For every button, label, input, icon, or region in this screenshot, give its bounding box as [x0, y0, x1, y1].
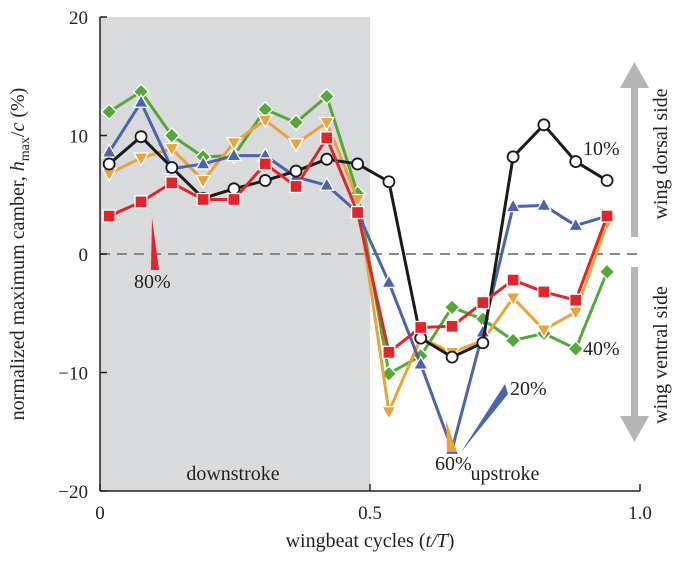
x-axis-label: wingbeat cycles (t/T)	[286, 530, 455, 552]
data-point	[535, 196, 552, 212]
data-point	[287, 138, 305, 153]
data-point	[134, 130, 148, 144]
y-tick-label: 20	[69, 8, 88, 29]
data-point	[569, 293, 583, 307]
data-point	[351, 157, 364, 171]
data-point	[196, 192, 210, 207]
series-label-10: 10%	[583, 138, 620, 160]
data-point	[412, 355, 429, 370]
data-point	[476, 336, 490, 350]
x-tick-label: 0	[95, 503, 105, 524]
ventral-side-label: wing ventral side	[650, 286, 672, 424]
label-pointer-80	[151, 218, 159, 270]
y-axis-label: normalized maximum camber, hmax/c (%)	[7, 88, 33, 421]
data-point	[504, 292, 522, 307]
data-point	[382, 175, 396, 189]
series-label-40: 40%	[583, 338, 620, 360]
data-point	[257, 114, 274, 129]
data-point	[504, 332, 522, 349]
x-tick-label: 1.0	[628, 503, 652, 524]
data-point	[258, 157, 272, 171]
data-point	[102, 209, 116, 223]
data-point	[535, 324, 552, 339]
data-point	[101, 143, 118, 158]
data-point	[567, 216, 584, 232]
data-point	[567, 340, 585, 358]
x-tick-label: 0.5	[358, 503, 382, 524]
series-label-60: 60%	[435, 453, 472, 475]
data-point	[165, 176, 179, 190]
data-point	[320, 131, 334, 145]
data-point	[414, 320, 428, 335]
data-point	[569, 155, 583, 168]
y-tick-label: 10	[69, 127, 88, 148]
data-point	[320, 152, 334, 166]
data-point	[225, 146, 243, 162]
data-point	[165, 161, 179, 174]
dorsal-arrow-icon	[620, 62, 649, 237]
data-point	[132, 152, 150, 167]
y-tick-label: 0	[79, 245, 89, 266]
data-point	[289, 179, 303, 194]
data-point	[134, 195, 148, 209]
data-point	[598, 263, 616, 281]
data-point	[506, 273, 520, 287]
data-point	[476, 295, 490, 310]
data-point	[258, 174, 272, 187]
series-label-20: 20%	[510, 378, 547, 400]
data-point	[195, 155, 212, 170]
ventral-arrow-icon	[620, 267, 649, 442]
data-point	[227, 192, 241, 207]
data-point	[443, 298, 461, 316]
data-point	[195, 174, 212, 190]
data-point	[600, 209, 614, 223]
label-pointer-20	[461, 384, 508, 452]
data-point	[318, 87, 336, 105]
data-point	[504, 197, 522, 213]
data-point	[318, 176, 335, 191]
series-80-percent	[102, 131, 614, 360]
data-point	[445, 319, 459, 333]
series-label-80: 80%	[134, 271, 171, 293]
data-point	[506, 150, 520, 164]
data-point	[318, 116, 335, 132]
data-point	[287, 114, 305, 131]
dorsal-side-label: wing dorsal side	[650, 88, 672, 219]
data-point	[567, 306, 584, 321]
data-point	[382, 345, 396, 360]
y-tick-label: −20	[58, 482, 88, 503]
data-point	[600, 174, 614, 187]
data-point	[414, 331, 428, 345]
label-pointer-60	[446, 420, 457, 452]
data-point	[537, 285, 551, 299]
data-point	[380, 405, 398, 421]
data-point	[132, 93, 150, 108]
y-tick-label: −10	[58, 364, 88, 385]
downstroke-label: downstroke	[186, 463, 279, 485]
data-point	[227, 182, 241, 196]
data-point	[163, 142, 180, 158]
data-point	[380, 273, 398, 289]
data-point	[350, 205, 365, 220]
upstroke-label: upstroke	[471, 463, 540, 485]
data-point	[100, 103, 118, 121]
data-point	[537, 118, 551, 132]
data-point	[225, 136, 243, 152]
data-point	[289, 164, 303, 178]
data-point	[102, 157, 116, 171]
data-point	[445, 350, 459, 364]
